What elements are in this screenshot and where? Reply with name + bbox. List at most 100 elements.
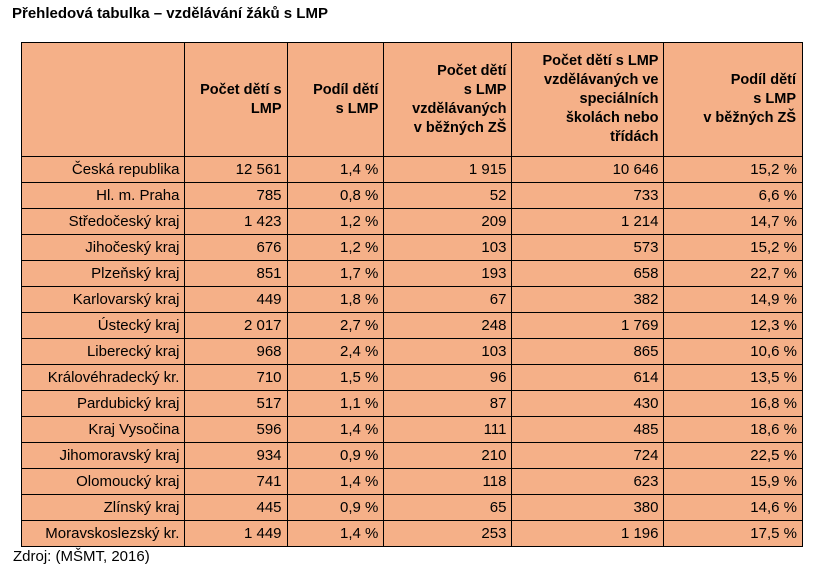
count-mainstream-cell: 103 bbox=[383, 234, 513, 261]
table-row: Liberecký kraj 968 2,4 % 103 865 10,6 % bbox=[20, 338, 803, 365]
header-cell-count-mainstream: Počet dětí s LMP vzdělávaných v běžných … bbox=[383, 42, 513, 157]
header-cell-count-special: Počet dětí s LMP vzdělávaných ve speciál… bbox=[511, 42, 665, 157]
count-mainstream-cell: 65 bbox=[383, 494, 513, 521]
share-mainstream-cell: 14,6 % bbox=[663, 494, 803, 521]
count-special-cell: 865 bbox=[511, 338, 665, 365]
region-cell: Plzeňský kraj bbox=[20, 260, 186, 287]
share-mainstream-cell: 15,2 % bbox=[663, 156, 803, 183]
share-cell: 2,7 % bbox=[286, 312, 385, 339]
count-mainstream-cell: 118 bbox=[383, 468, 513, 495]
count-mainstream-cell: 210 bbox=[383, 442, 513, 469]
share-mainstream-cell: 18,6 % bbox=[663, 416, 803, 443]
count-cell: 851 bbox=[184, 260, 288, 287]
share-mainstream-cell: 13,5 % bbox=[663, 364, 803, 391]
count-mainstream-cell: 52 bbox=[383, 182, 513, 209]
share-mainstream-cell: 22,7 % bbox=[663, 260, 803, 287]
count-special-cell: 1 769 bbox=[511, 312, 665, 339]
count-mainstream-cell: 111 bbox=[383, 416, 513, 443]
region-cell: Ústecký kraj bbox=[20, 312, 186, 339]
table-row: Pardubický kraj 517 1,1 % 87 430 16,8 % bbox=[20, 390, 803, 417]
count-cell: 2 017 bbox=[184, 312, 288, 339]
region-cell: Jihomoravský kraj bbox=[20, 442, 186, 469]
count-special-cell: 623 bbox=[511, 468, 665, 495]
region-cell: Liberecký kraj bbox=[20, 338, 186, 365]
count-cell: 517 bbox=[184, 390, 288, 417]
share-cell: 1,1 % bbox=[286, 390, 385, 417]
count-cell: 12 561 bbox=[184, 156, 288, 183]
count-special-cell: 10 646 bbox=[511, 156, 665, 183]
table-row: Královéhradecký kr. 710 1,5 % 96 614 13,5 % bbox=[20, 364, 803, 391]
header-cell-region bbox=[20, 42, 186, 157]
count-special-cell: 733 bbox=[511, 182, 665, 209]
share-cell: 1,4 % bbox=[286, 468, 385, 495]
count-mainstream-cell: 67 bbox=[383, 286, 513, 313]
region-cell: Středočeský kraj bbox=[20, 208, 186, 235]
lmp-overview-table: Počet dětí s LMP Podíl dětí s LMP Počet … bbox=[20, 42, 803, 547]
count-cell: 676 bbox=[184, 234, 288, 261]
count-special-cell: 573 bbox=[511, 234, 665, 261]
count-special-cell: 1 196 bbox=[511, 520, 665, 547]
count-special-cell: 614 bbox=[511, 364, 665, 391]
header-cell-share-mainstream: Podíl dětí s LMP v běžných ZŠ bbox=[663, 42, 803, 157]
count-special-cell: 485 bbox=[511, 416, 665, 443]
header-row: Počet dětí s LMP Podíl dětí s LMP Počet … bbox=[20, 42, 803, 157]
share-mainstream-cell: 17,5 % bbox=[663, 520, 803, 547]
region-cell: Zlínský kraj bbox=[20, 494, 186, 521]
share-mainstream-cell: 15,9 % bbox=[663, 468, 803, 495]
share-cell: 2,4 % bbox=[286, 338, 385, 365]
share-cell: 1,4 % bbox=[286, 156, 385, 183]
table-row: Jihočeský kraj 676 1,2 % 103 573 15,2 % bbox=[20, 234, 803, 261]
count-cell: 1 449 bbox=[184, 520, 288, 547]
table-row: Karlovarský kraj 449 1,8 % 67 382 14,9 % bbox=[20, 286, 803, 313]
share-cell: 1,2 % bbox=[286, 234, 385, 261]
region-cell: Královéhradecký kr. bbox=[20, 364, 186, 391]
table-row: Jihomoravský kraj 934 0,9 % 210 724 22,5 % bbox=[20, 442, 803, 469]
count-mainstream-cell: 1 915 bbox=[383, 156, 513, 183]
region-cell: Moravskoslezský kr. bbox=[20, 520, 186, 547]
count-cell: 596 bbox=[184, 416, 288, 443]
table-row: Česká republika 12 561 1,4 % 1 915 10 646 15,… bbox=[20, 156, 803, 183]
share-cell: 1,7 % bbox=[286, 260, 385, 287]
region-cell: Kraj Vysočina bbox=[20, 416, 186, 443]
table-body: Česká republika 12 561 1,4 % 1 915 10 646 15,… bbox=[20, 156, 803, 547]
share-cell: 1,2 % bbox=[286, 208, 385, 235]
count-cell: 1 423 bbox=[184, 208, 288, 235]
table-row: Zlínský kraj 445 0,9 % 65 380 14,6 % bbox=[20, 494, 803, 521]
count-cell: 445 bbox=[184, 494, 288, 521]
table-row: Hl. m. Praha 785 0,8 % 52 733 6,6 % bbox=[20, 182, 803, 209]
region-cell: Pardubický kraj bbox=[20, 390, 186, 417]
share-mainstream-cell: 12,3 % bbox=[663, 312, 803, 339]
count-mainstream-cell: 248 bbox=[383, 312, 513, 339]
share-cell: 1,4 % bbox=[286, 416, 385, 443]
count-special-cell: 382 bbox=[511, 286, 665, 313]
count-special-cell: 1 214 bbox=[511, 208, 665, 235]
region-cell: Karlovarský kraj bbox=[20, 286, 186, 313]
count-special-cell: 380 bbox=[511, 494, 665, 521]
table-title: Přehledová tabulka – vzdělávání žáků s L… bbox=[12, 5, 328, 22]
table-row: Moravskoslezský kr. 1 449 1,4 % 253 1 196 17,… bbox=[20, 520, 803, 547]
header-cell-count: Počet dětí s LMP bbox=[184, 42, 288, 157]
count-mainstream-cell: 103 bbox=[383, 338, 513, 365]
region-cell: Hl. m. Praha bbox=[20, 182, 186, 209]
share-mainstream-cell: 22,5 % bbox=[663, 442, 803, 469]
share-cell: 0,9 % bbox=[286, 494, 385, 521]
table-row: Olomoucký kraj 741 1,4 % 118 623 15,9 % bbox=[20, 468, 803, 495]
count-special-cell: 724 bbox=[511, 442, 665, 469]
share-mainstream-cell: 14,7 % bbox=[663, 208, 803, 235]
source-note: Zdroj: (MŠMT, 2016) bbox=[13, 548, 150, 565]
count-cell: 785 bbox=[184, 182, 288, 209]
share-mainstream-cell: 10,6 % bbox=[663, 338, 803, 365]
count-mainstream-cell: 96 bbox=[383, 364, 513, 391]
header-cell-share: Podíl dětí s LMP bbox=[286, 42, 385, 157]
count-mainstream-cell: 193 bbox=[383, 260, 513, 287]
count-cell: 968 bbox=[184, 338, 288, 365]
share-mainstream-cell: 16,8 % bbox=[663, 390, 803, 417]
region-cell: Olomoucký kraj bbox=[20, 468, 186, 495]
share-mainstream-cell: 6,6 % bbox=[663, 182, 803, 209]
count-special-cell: 658 bbox=[511, 260, 665, 287]
table-row: Středočeský kraj 1 423 1,2 % 209 1 214 14,7 % bbox=[20, 208, 803, 235]
count-mainstream-cell: 87 bbox=[383, 390, 513, 417]
region-cell: Česká republika bbox=[20, 156, 186, 183]
share-cell: 0,8 % bbox=[286, 182, 385, 209]
count-cell: 710 bbox=[184, 364, 288, 391]
